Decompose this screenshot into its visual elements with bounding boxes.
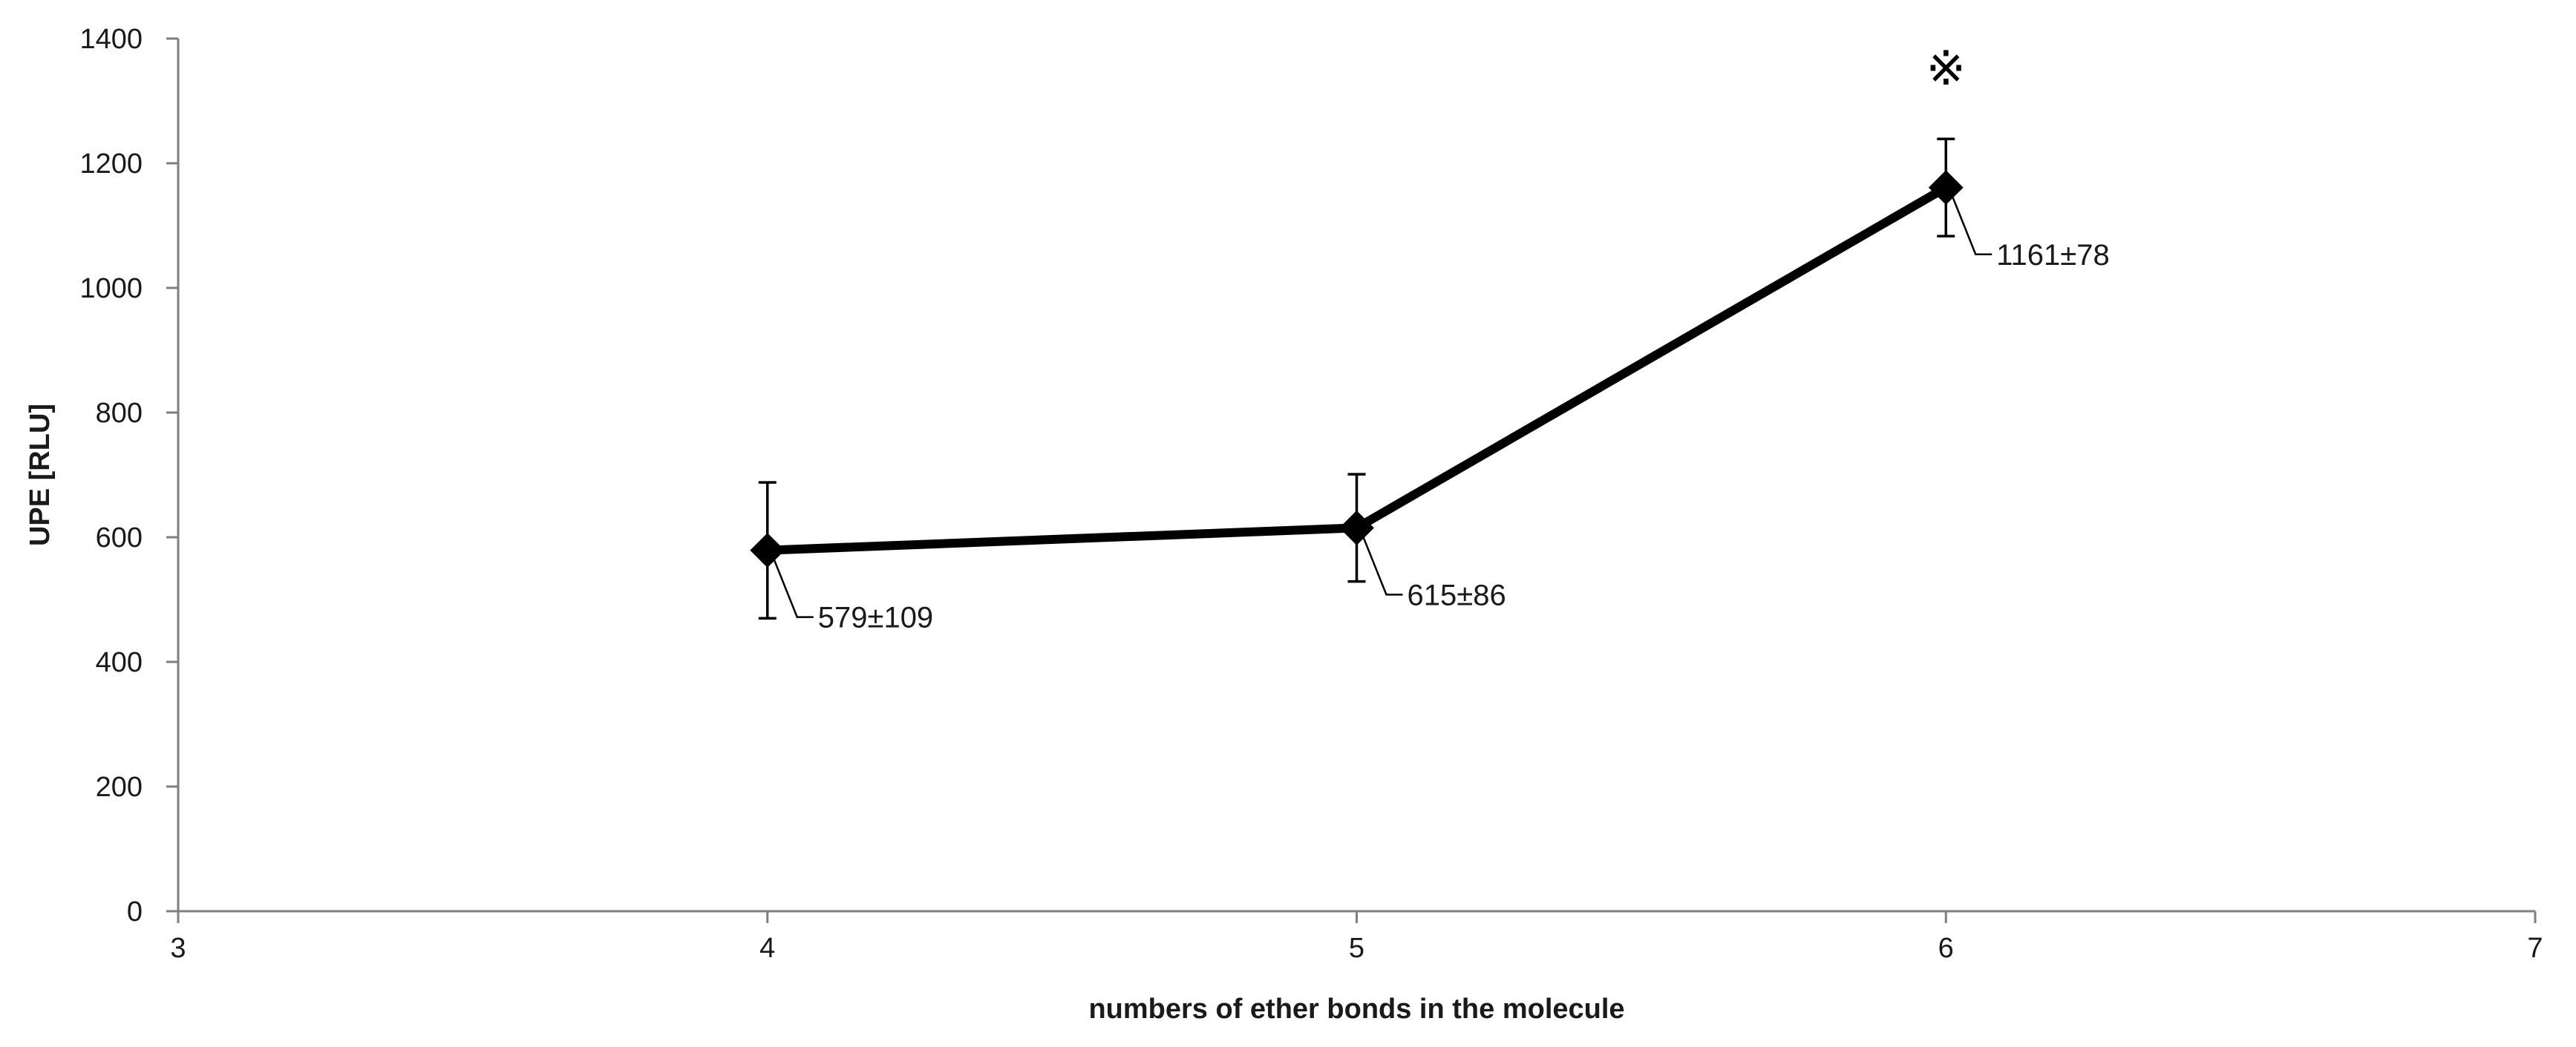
y-ticks: 0 200 400 600 800 1000 1200 1400 <box>79 24 178 928</box>
y-tick-label: 200 <box>96 772 143 803</box>
y-tick-label: 1400 <box>79 24 143 55</box>
data-label-leader <box>772 557 814 618</box>
data-label: 615±86 <box>1408 579 1506 611</box>
data-label: 1161±78 <box>1996 239 2109 272</box>
y-tick-label: 1000 <box>79 273 143 304</box>
x-tick-label: 4 <box>759 933 775 964</box>
data-label: 579±109 <box>818 602 933 634</box>
x-tick-label: 6 <box>1938 933 1954 964</box>
y-tick-label: 400 <box>96 647 143 678</box>
data-point-marker <box>750 533 785 568</box>
significance-annotation: ※ <box>1926 42 1966 96</box>
x-tick-label: 5 <box>1349 933 1364 964</box>
data-label-leader <box>1361 534 1403 596</box>
data-label-leader <box>1951 194 1993 256</box>
y-axis: 0 200 400 600 800 1000 1200 1400 <box>79 24 180 928</box>
data-point-marker <box>1339 510 1374 545</box>
x-tick-label: 3 <box>170 933 186 964</box>
y-tick-label: 1200 <box>79 148 143 180</box>
y-tick-label: 0 <box>127 896 143 928</box>
plot-series: 579±109 615±86 1161±78 ※ <box>750 42 2110 634</box>
x-axis-title: numbers of ether bonds in the molecule <box>1088 994 1624 1025</box>
y-tick-label: 600 <box>96 522 143 554</box>
y-axis-title: UPE [RLU] <box>24 404 56 546</box>
data-point-marker <box>1928 170 1964 206</box>
y-tick-label: 800 <box>96 398 143 429</box>
x-tick-label: 7 <box>2527 933 2543 964</box>
x-axis: 3 4 5 6 7 <box>170 910 2543 964</box>
x-ticks: 3 4 5 6 7 <box>170 911 2543 964</box>
